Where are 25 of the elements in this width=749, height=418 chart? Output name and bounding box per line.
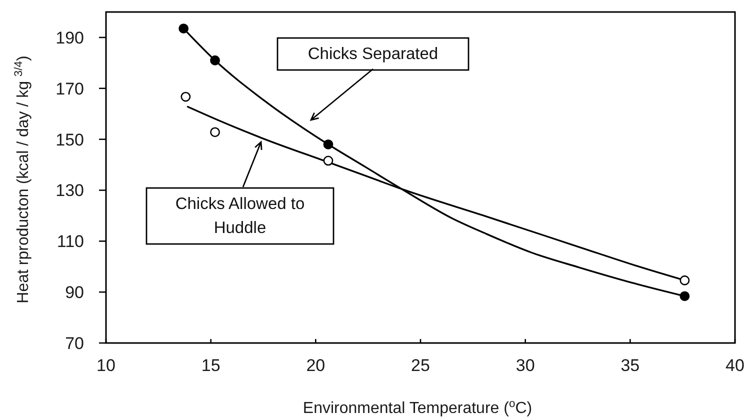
x-tick-label: 40 [726, 356, 744, 375]
y-tick-label: 110 [56, 232, 84, 252]
y-tick-label: 70 [65, 334, 84, 353]
x-tick-label: 35 [620, 356, 640, 375]
point [180, 92, 191, 102]
point [323, 139, 334, 150]
y-tick-label: 170 [56, 79, 84, 98]
y-tick-label: 90 [65, 283, 84, 302]
text: Chicks Separated [308, 45, 438, 63]
point [680, 275, 690, 286]
point [178, 24, 189, 34]
y-tick-label: 130 [56, 181, 84, 200]
text: Chicks Allowed to Huddle [175, 195, 305, 237]
x-tick-label: 15 [201, 356, 220, 375]
point [210, 55, 220, 66]
x-tick-label: 30 [516, 356, 535, 375]
x-axis-title: Environmental Temperature ($^{o}$C) [302, 398, 532, 417]
point [680, 291, 690, 302]
point [210, 127, 220, 138]
x-tick-label: 10 [96, 356, 116, 375]
x-tick-label: 25 [411, 356, 430, 375]
x-tick-label: 20 [306, 356, 326, 375]
y-tick-label: 150 [56, 130, 84, 150]
y-tick-label: 190 [56, 28, 84, 48]
point [323, 156, 334, 166]
